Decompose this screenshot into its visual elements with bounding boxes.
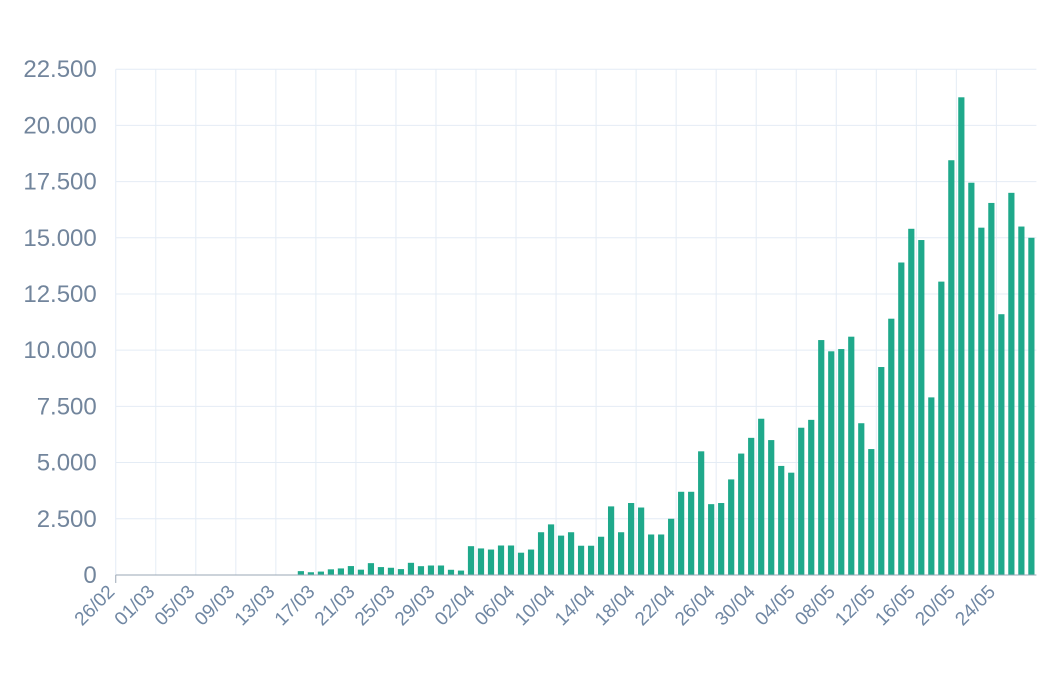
svg-text:10.000: 10.000 [23,337,96,364]
svg-text:29/03: 29/03 [391,582,439,630]
svg-text:05/03: 05/03 [151,582,199,630]
svg-text:5.000: 5.000 [37,450,97,477]
svg-text:25/03: 25/03 [351,582,399,630]
svg-text:02/04: 02/04 [431,581,480,630]
svg-text:30/04: 30/04 [711,581,760,630]
svg-text:14/04: 14/04 [551,581,600,630]
svg-text:08/05: 08/05 [791,582,839,630]
svg-text:16/05: 16/05 [871,582,919,630]
svg-text:22/04: 22/04 [631,581,680,630]
svg-text:17/03: 17/03 [271,582,319,630]
svg-text:0: 0 [83,562,96,589]
svg-text:15.000: 15.000 [23,225,96,252]
svg-text:26/04: 26/04 [671,581,720,630]
svg-text:13/03: 13/03 [231,582,279,630]
svg-text:12.500: 12.500 [23,281,96,308]
svg-text:10/04: 10/04 [511,581,560,630]
svg-text:01/03: 01/03 [111,582,159,630]
svg-text:21/03: 21/03 [311,582,359,630]
svg-text:06/04: 06/04 [471,581,520,630]
svg-text:18/04: 18/04 [591,581,640,630]
svg-text:09/03: 09/03 [191,582,239,630]
svg-text:2.500: 2.500 [37,506,97,533]
svg-text:12/05: 12/05 [831,582,879,630]
svg-text:20.000: 20.000 [23,112,96,139]
svg-text:22.500: 22.500 [23,56,96,83]
svg-text:24/05: 24/05 [951,582,999,630]
svg-text:17.500: 17.500 [23,169,96,196]
svg-text:20/05: 20/05 [911,582,959,630]
svg-text:7.500: 7.500 [37,393,97,420]
svg-text:04/05: 04/05 [751,582,799,630]
